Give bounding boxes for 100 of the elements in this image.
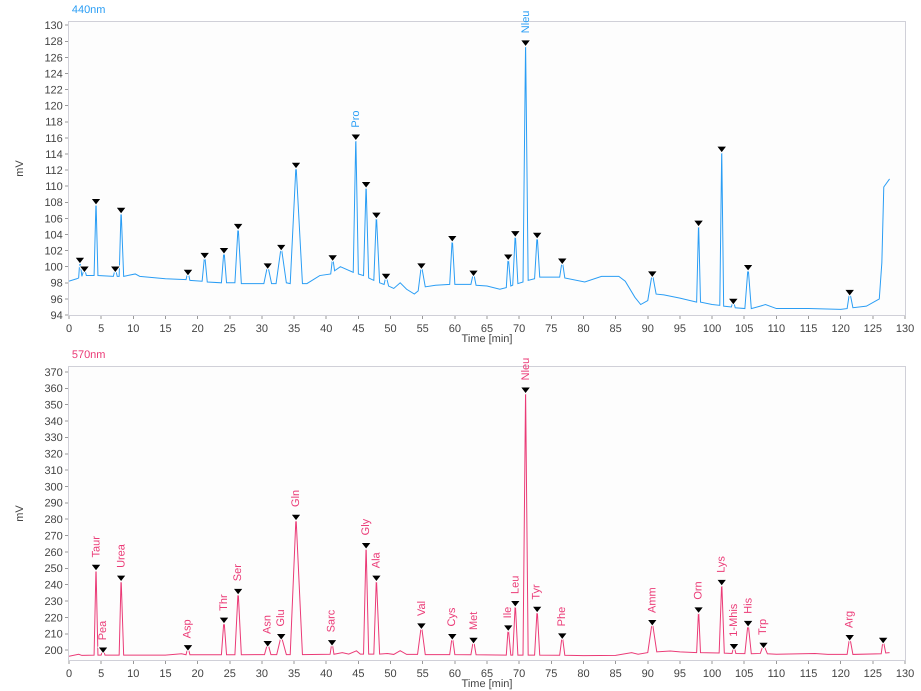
annotation: Pro bbox=[350, 110, 362, 128]
y-tick-label: 310 bbox=[44, 464, 63, 477]
x-tick-label: 110 bbox=[768, 668, 786, 680]
x-tick-label: 35 bbox=[288, 668, 300, 680]
point bbox=[262, 262, 274, 270]
x-tick-label: 15 bbox=[159, 323, 172, 336]
annotation: Nleu bbox=[520, 358, 532, 380]
point bbox=[646, 270, 658, 278]
x-tick-label: 125 bbox=[864, 323, 882, 336]
x-tick-label: 80 bbox=[577, 323, 590, 336]
y-tick-label: 106 bbox=[44, 213, 63, 226]
x-tick-label: 110 bbox=[768, 323, 786, 336]
x-tick-label: 30 bbox=[256, 323, 268, 336]
point bbox=[716, 578, 728, 587]
x-tick-label: 75 bbox=[545, 323, 558, 336]
x-tick-label: 75 bbox=[545, 668, 558, 680]
x-tick-label: 120 bbox=[832, 668, 850, 680]
y-tick-label: 130 bbox=[44, 20, 63, 32]
y-tick-label: 98 bbox=[50, 278, 63, 290]
y-tick-label: 280 bbox=[44, 514, 63, 526]
annotation: Arg bbox=[843, 610, 856, 628]
annotation: Gly bbox=[360, 518, 372, 536]
x-tick-label: 130 bbox=[896, 323, 914, 336]
x-tick-label: 115 bbox=[800, 323, 818, 336]
x-tick-label: 40 bbox=[320, 323, 332, 336]
point bbox=[380, 272, 392, 281]
y-axis-title: mV bbox=[14, 160, 26, 177]
annotation: Asn bbox=[261, 615, 274, 634]
y-axis-title: mV bbox=[14, 504, 26, 522]
x-tick-label: 40 bbox=[320, 668, 332, 680]
point bbox=[844, 288, 856, 297]
x-tick-label: 105 bbox=[735, 668, 754, 680]
y-tick-label: 360 bbox=[44, 383, 63, 396]
point bbox=[502, 253, 514, 262]
point bbox=[182, 268, 194, 277]
chart-title: 570nm bbox=[72, 348, 106, 361]
x-tick-label: 95 bbox=[674, 668, 686, 680]
y-tick-label: 290 bbox=[44, 498, 63, 510]
y-tick-label: 220 bbox=[44, 612, 63, 624]
x-tick-label: 105 bbox=[735, 323, 754, 336]
y-tick-label: 330 bbox=[44, 432, 63, 444]
annotation: Gln bbox=[290, 490, 302, 507]
y-tick-label: 96 bbox=[50, 294, 63, 306]
x-tick-label: 45 bbox=[352, 323, 365, 336]
y-tick-label: 110 bbox=[45, 181, 63, 194]
point bbox=[502, 624, 514, 632]
annotation: Ala bbox=[370, 551, 383, 568]
point bbox=[520, 39, 532, 48]
annotation: Taur bbox=[90, 536, 102, 558]
y-tick-label: 126 bbox=[44, 52, 63, 64]
x-tick-label: 90 bbox=[642, 668, 654, 680]
x-tick-label: 50 bbox=[384, 323, 397, 336]
y-tick-label: 128 bbox=[44, 36, 63, 48]
annotation: Trp bbox=[757, 618, 770, 635]
y-tick-label: 116 bbox=[45, 132, 63, 145]
y-tick-label: 104 bbox=[44, 229, 63, 242]
annotation: Asp bbox=[182, 619, 194, 638]
point bbox=[446, 234, 458, 243]
y-tick-label: 370 bbox=[44, 366, 63, 379]
x-tick-label: 100 bbox=[702, 323, 722, 336]
annotation: Ser bbox=[232, 564, 244, 582]
x-tick-label: 30 bbox=[256, 668, 268, 680]
y-tick-label: 102 bbox=[44, 245, 63, 258]
x-tick-label: 130 bbox=[896, 668, 914, 680]
annotation: Sarc bbox=[326, 609, 338, 632]
x-tick-label: 125 bbox=[864, 668, 882, 680]
annotation: Thr bbox=[218, 594, 230, 611]
y-tick-label: 340 bbox=[44, 416, 63, 428]
point bbox=[556, 632, 568, 640]
point bbox=[728, 298, 739, 306]
y-tick-label: 118 bbox=[45, 116, 63, 129]
y-tick-label: 250 bbox=[44, 563, 63, 576]
chart-title: 440nm bbox=[72, 4, 106, 16]
y-tick-label: 122 bbox=[44, 84, 63, 96]
y-tick-label: 200 bbox=[44, 645, 63, 658]
y-tick-label: 100 bbox=[44, 262, 63, 274]
x-tick-label: 60 bbox=[448, 668, 461, 680]
x-tick-label: 115 bbox=[800, 668, 818, 680]
x-tick-label: 20 bbox=[191, 323, 204, 336]
x-tick-label: 10 bbox=[127, 323, 140, 336]
x-tick-label: 45 bbox=[352, 668, 365, 680]
x-tick-label: 25 bbox=[224, 668, 236, 680]
x-tick-label: 10 bbox=[127, 668, 140, 680]
point bbox=[97, 646, 109, 654]
annotation: Val bbox=[416, 600, 428, 616]
x-tick-label: 100 bbox=[702, 668, 722, 680]
x-tick-label: 0 bbox=[66, 668, 72, 680]
point bbox=[115, 206, 127, 215]
annotation: Ile bbox=[502, 606, 514, 618]
point bbox=[276, 244, 287, 252]
y-tick-label: 260 bbox=[44, 546, 63, 559]
x-tick-label: 15 bbox=[159, 668, 172, 680]
annotation: Orn bbox=[692, 581, 704, 600]
point bbox=[742, 620, 754, 628]
x-tick-label: 85 bbox=[609, 323, 622, 336]
annotation: Glu bbox=[274, 609, 287, 626]
x-tick-label: 90 bbox=[642, 323, 654, 336]
x-tick-label: 70 bbox=[513, 668, 526, 680]
x-tick-label: 5 bbox=[98, 323, 104, 336]
x-tick-label: 25 bbox=[224, 323, 236, 336]
